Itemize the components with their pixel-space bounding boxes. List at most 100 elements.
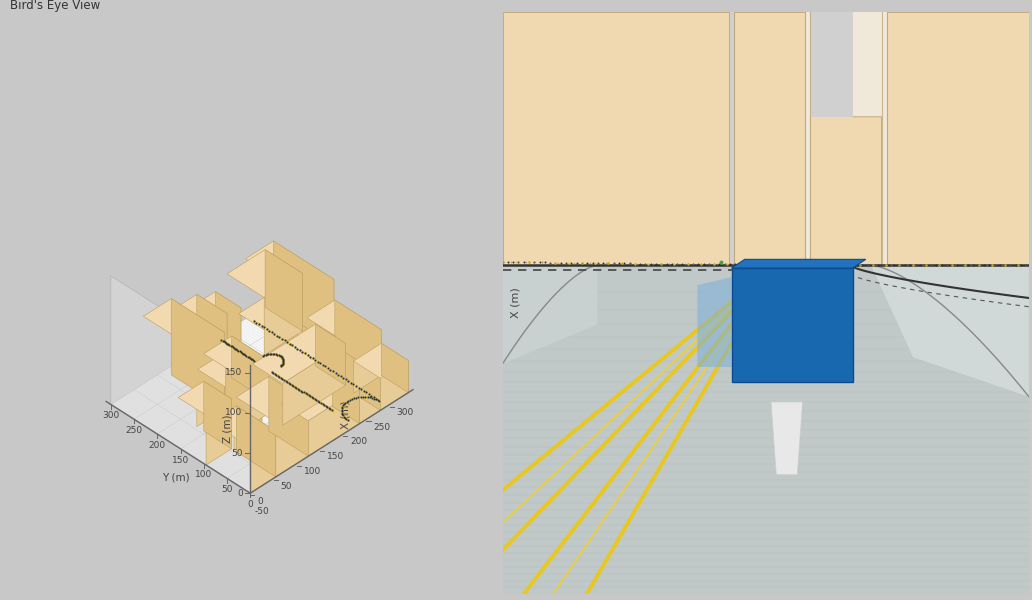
Point <box>273 360 290 370</box>
Point <box>259 349 276 359</box>
Point <box>320 403 336 413</box>
Point <box>516 257 533 267</box>
Point <box>812 260 829 269</box>
Point <box>311 397 327 407</box>
Point <box>358 388 375 397</box>
Point <box>292 385 309 395</box>
Point <box>706 259 722 269</box>
Text: 50: 50 <box>281 482 292 491</box>
Point <box>334 401 351 410</box>
Point <box>569 258 585 268</box>
Point <box>358 392 375 402</box>
Point <box>285 381 301 391</box>
Point <box>272 333 289 343</box>
Point <box>292 346 309 355</box>
Point <box>355 392 372 401</box>
Point <box>259 349 276 359</box>
Point <box>265 349 282 359</box>
Point <box>799 260 815 269</box>
Point <box>266 369 283 379</box>
Point <box>310 397 326 406</box>
Point <box>333 406 350 416</box>
Point <box>534 257 550 267</box>
Point <box>299 389 316 399</box>
Point <box>531 257 548 267</box>
Point <box>801 260 817 269</box>
Point <box>353 385 369 394</box>
Point <box>333 372 350 382</box>
Point <box>955 260 971 270</box>
Point <box>363 391 380 400</box>
Point <box>307 355 323 365</box>
Polygon shape <box>729 12 734 265</box>
Point <box>987 260 1003 270</box>
Polygon shape <box>283 343 346 425</box>
Point <box>370 396 387 406</box>
Point <box>1002 260 1019 270</box>
Point <box>238 352 255 361</box>
Point <box>318 401 334 411</box>
Text: 200: 200 <box>350 437 367 446</box>
Point <box>313 398 329 408</box>
Point <box>268 370 285 380</box>
Point <box>606 259 622 268</box>
Polygon shape <box>198 352 262 392</box>
Polygon shape <box>503 265 1029 594</box>
Point <box>341 376 357 386</box>
Point <box>775 260 792 269</box>
Point <box>257 350 273 359</box>
Point <box>318 401 334 411</box>
Point <box>284 380 300 389</box>
Text: 100: 100 <box>195 470 213 479</box>
Point <box>563 258 580 268</box>
Point <box>316 400 332 410</box>
Point <box>215 336 231 346</box>
Point <box>238 351 255 361</box>
Point <box>333 403 350 413</box>
Polygon shape <box>330 332 381 410</box>
Point <box>227 344 244 353</box>
Point <box>333 408 350 418</box>
Point <box>923 260 939 269</box>
Point <box>276 375 292 385</box>
Point <box>266 329 283 339</box>
Point <box>251 319 267 329</box>
Point <box>806 260 823 269</box>
Point <box>292 346 309 355</box>
Point <box>223 341 239 351</box>
Point <box>317 362 333 371</box>
Polygon shape <box>265 250 302 331</box>
Point <box>494 257 511 266</box>
Point <box>256 323 272 332</box>
Point <box>296 388 313 397</box>
Polygon shape <box>197 332 225 427</box>
Point <box>263 328 280 337</box>
Point <box>322 365 338 374</box>
Point <box>370 396 387 406</box>
Point <box>955 260 971 270</box>
Point <box>359 392 376 402</box>
Point <box>981 260 998 270</box>
Point <box>325 367 342 376</box>
Point <box>337 398 354 407</box>
Point <box>279 377 295 386</box>
Text: 150: 150 <box>225 368 243 377</box>
Point <box>281 378 297 388</box>
Point <box>301 391 318 401</box>
Point <box>315 360 331 370</box>
Point <box>579 258 595 268</box>
Polygon shape <box>273 292 303 373</box>
Point <box>664 259 680 269</box>
Point <box>828 260 844 269</box>
Point <box>284 380 300 389</box>
Point <box>364 394 381 403</box>
Point <box>759 260 775 269</box>
Point <box>278 376 294 386</box>
Point <box>346 380 362 389</box>
Point <box>338 397 355 406</box>
Point <box>275 354 291 364</box>
Point <box>348 393 364 403</box>
Point <box>257 350 273 359</box>
Point <box>282 379 298 388</box>
Point <box>323 406 340 415</box>
